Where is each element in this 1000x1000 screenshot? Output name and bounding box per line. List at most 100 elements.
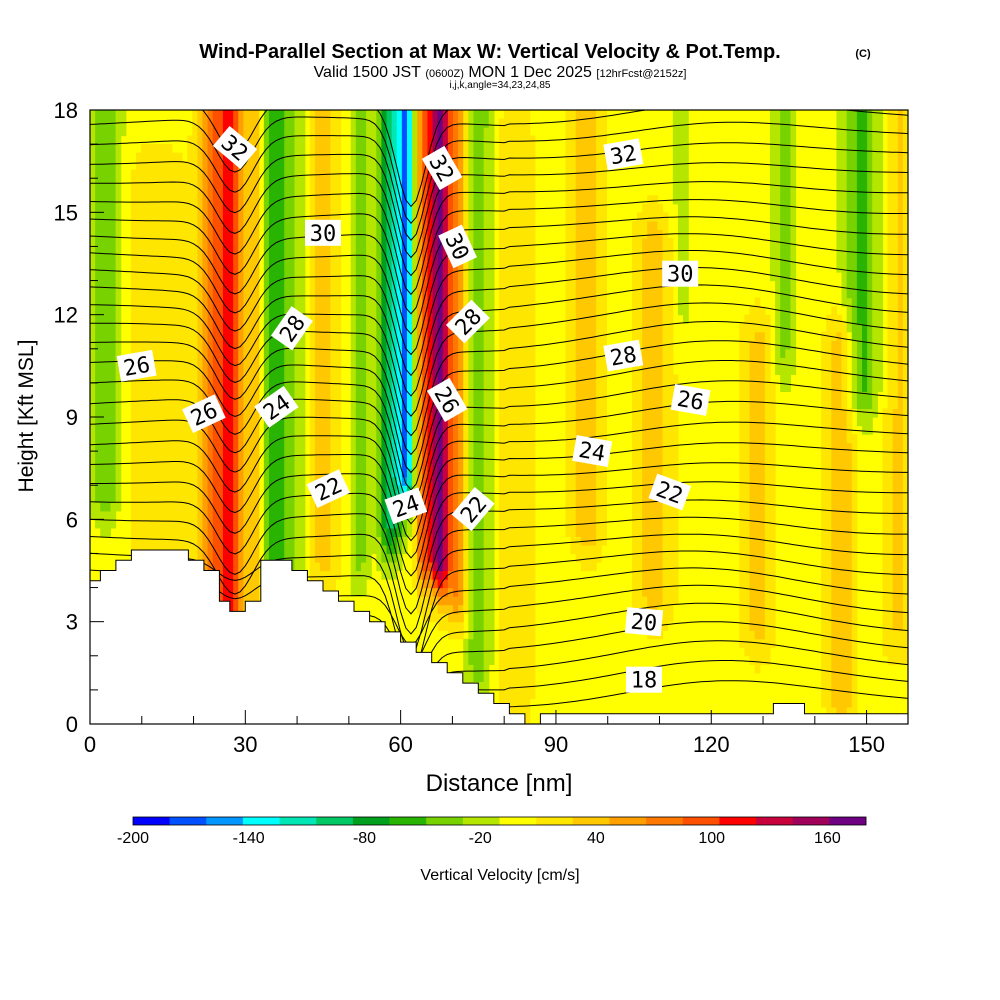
w-cell bbox=[565, 340, 577, 350]
w-cell bbox=[130, 331, 198, 341]
w-cell bbox=[483, 630, 495, 640]
w-cell bbox=[790, 127, 797, 137]
w-cell bbox=[207, 365, 214, 375]
w-cell bbox=[130, 374, 198, 384]
w-cell bbox=[350, 246, 357, 256]
w-cell bbox=[417, 348, 423, 358]
w-cell bbox=[596, 178, 607, 188]
colorbar-swatch bbox=[536, 817, 574, 825]
w-cell bbox=[309, 118, 316, 128]
w-cell bbox=[115, 493, 122, 503]
w-cell bbox=[631, 596, 648, 606]
w-cell bbox=[268, 220, 285, 230]
w-cell bbox=[882, 621, 894, 631]
w-cell bbox=[867, 357, 873, 367]
w-cell bbox=[769, 212, 781, 222]
w-cell bbox=[95, 161, 117, 171]
w-cell bbox=[412, 212, 418, 222]
w-cell bbox=[642, 331, 664, 341]
w-cell bbox=[417, 203, 423, 213]
w-cell bbox=[739, 621, 751, 631]
w-cell bbox=[263, 118, 270, 128]
w-cell bbox=[473, 417, 485, 427]
w-cell bbox=[483, 374, 495, 384]
w-cell bbox=[350, 468, 357, 478]
w-cell bbox=[831, 655, 853, 665]
w-cell bbox=[268, 519, 285, 529]
w-cell bbox=[207, 195, 214, 205]
w-cell bbox=[222, 348, 234, 358]
w-cell bbox=[376, 127, 383, 137]
w-cell bbox=[775, 331, 781, 341]
w-cell bbox=[437, 186, 444, 196]
w-cell bbox=[432, 297, 439, 307]
w-cell bbox=[427, 519, 434, 529]
w-cell bbox=[238, 417, 244, 427]
w-cell bbox=[596, 348, 607, 358]
w-cell bbox=[401, 127, 408, 137]
w-cell bbox=[115, 476, 122, 486]
w-cell bbox=[749, 536, 766, 546]
w-cell bbox=[749, 434, 766, 444]
w-cell bbox=[412, 417, 418, 427]
w-cell bbox=[662, 468, 679, 478]
w-cell bbox=[417, 280, 423, 290]
w-cell bbox=[856, 391, 873, 401]
w-cell bbox=[739, 425, 751, 435]
w-cell bbox=[95, 220, 117, 230]
w-cell bbox=[642, 553, 664, 563]
w-cell bbox=[662, 382, 679, 393]
w-cell bbox=[897, 374, 904, 384]
w-cell bbox=[401, 254, 408, 265]
w-cell bbox=[268, 459, 285, 469]
w-cell bbox=[396, 391, 403, 401]
w-cell bbox=[458, 118, 464, 128]
w-cell bbox=[452, 365, 459, 375]
w-cell bbox=[391, 297, 398, 307]
w-cell bbox=[202, 152, 209, 162]
w-cell bbox=[831, 664, 853, 674]
w-cell bbox=[565, 510, 577, 520]
w-cell bbox=[458, 280, 464, 290]
w-cell bbox=[447, 195, 454, 205]
w-cell bbox=[396, 314, 403, 324]
w-cell bbox=[882, 579, 894, 589]
colorbar-swatch bbox=[133, 817, 170, 825]
w-cell bbox=[887, 289, 899, 299]
w-cell bbox=[309, 391, 316, 401]
w-cell bbox=[631, 237, 643, 248]
w-cell bbox=[391, 374, 398, 384]
w-cell bbox=[376, 289, 383, 299]
w-cell bbox=[473, 451, 485, 461]
w-cell bbox=[642, 579, 664, 589]
w-cell bbox=[468, 442, 475, 452]
w-cell bbox=[596, 485, 607, 495]
w-cell bbox=[902, 348, 908, 358]
w-cell bbox=[836, 161, 848, 171]
w-cell bbox=[473, 110, 490, 120]
w-cell bbox=[115, 442, 122, 452]
w-cell bbox=[657, 220, 669, 230]
w-cell bbox=[463, 195, 469, 205]
w-cell bbox=[355, 110, 367, 120]
w-cell bbox=[422, 127, 429, 137]
w-cell bbox=[749, 365, 766, 375]
w-cell bbox=[749, 306, 766, 316]
w-cell bbox=[432, 348, 439, 358]
w-cell bbox=[212, 237, 224, 248]
w-cell bbox=[243, 536, 260, 546]
w-cell bbox=[790, 323, 797, 333]
w-cell bbox=[897, 118, 904, 128]
w-cell bbox=[872, 161, 884, 171]
w-cell bbox=[197, 118, 204, 128]
w-cell bbox=[268, 442, 285, 452]
w-cell bbox=[243, 220, 260, 230]
w-cell bbox=[401, 434, 408, 444]
w-cell bbox=[417, 579, 423, 589]
w-cell bbox=[841, 280, 848, 290]
w-cell bbox=[207, 536, 214, 546]
w-cell bbox=[458, 459, 464, 469]
w-cell bbox=[396, 135, 403, 145]
w-cell bbox=[473, 263, 485, 273]
w-cell bbox=[821, 596, 832, 606]
